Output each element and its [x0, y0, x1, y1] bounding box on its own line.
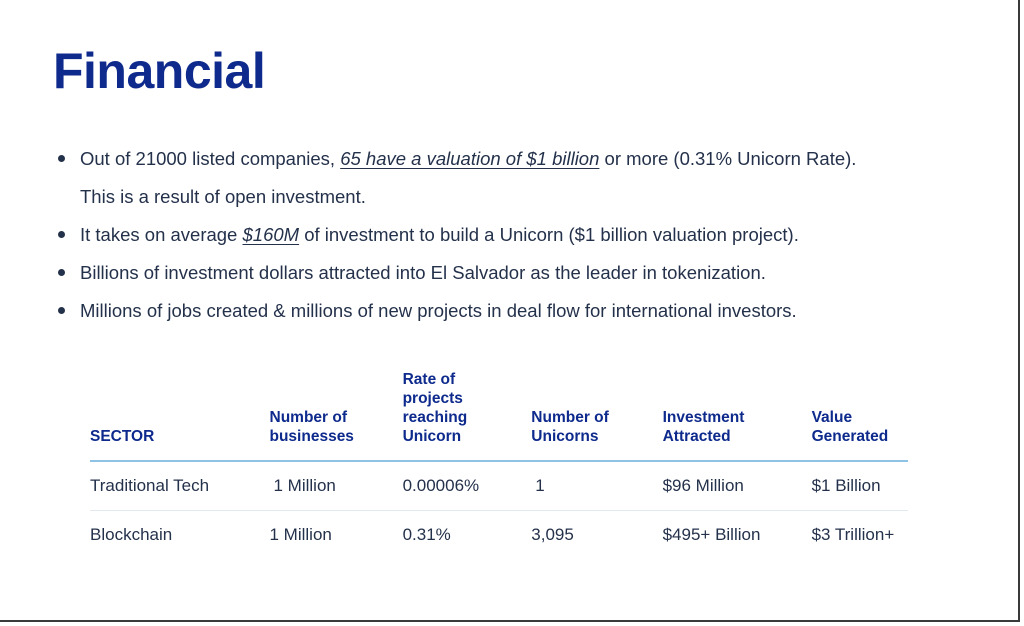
bullet-dot-icon — [58, 231, 65, 238]
bullet-text: or more (0.31% Unicorn Rate). — [599, 148, 857, 169]
cell-value: $1 Billion — [811, 461, 908, 511]
cell-unicorns: 1 — [531, 461, 663, 511]
table-row: Blockchain 1 Million 0.31% 3,095 $495+ B… — [90, 511, 908, 560]
table-row: Traditional Tech 1 Million 0.00006% 1 $9… — [90, 461, 908, 511]
cell-businesses: 1 Million — [269, 525, 332, 544]
cell-rate: 0.00006% — [402, 461, 532, 511]
cell-investment: $96 Million — [662, 461, 812, 511]
bullet-dot-icon — [58, 269, 65, 276]
bullet-list: Out of 21000 listed companies, 65 have a… — [56, 140, 976, 330]
header-unicorns: Number of Unicorns — [531, 370, 663, 462]
header-rate: Rate of projects reaching Unicorn — [402, 370, 532, 462]
bullet-text: Out of 21000 listed companies, — [80, 148, 341, 169]
cell-sector: Blockchain — [90, 525, 173, 544]
cell-unicorns: 3,095 — [531, 525, 574, 544]
page-title: Financial — [53, 43, 266, 99]
bullet-text: It takes on average — [80, 224, 243, 245]
comparison-table: SECTOR Number of businesses Rate of projec… — [90, 370, 908, 559]
bullet-text: of investment to build a Unicorn ($1 bil… — [299, 224, 799, 245]
bullet-dot-icon — [58, 155, 65, 162]
header-sector: SECTOR — [90, 370, 270, 462]
bullet-item: Out of 21000 listed companies, 65 have a… — [56, 140, 976, 216]
header-businesses: Number of businesses — [269, 370, 403, 462]
cell-sector: Traditional Tech — [90, 461, 270, 511]
cell-investment: $495+ Billion — [662, 525, 761, 544]
bullet-highlight: 65 have a valuation of $1 billion — [340, 148, 600, 169]
bullet-item: Millions of jobs created & millions of n… — [56, 292, 976, 330]
bullet-text: Billions of investment dollars attracted… — [80, 262, 766, 283]
bullet-text-continued: This is a result of open investment. — [80, 186, 366, 207]
bullet-item: It takes on average $160M of investment … — [56, 216, 976, 254]
bullet-text: Millions of jobs created & millions of n… — [80, 300, 797, 321]
table-header-row: SECTOR Number of businesses Rate of projec… — [90, 370, 908, 462]
bullet-highlight: $160M — [242, 224, 300, 245]
header-investment: Investment Attracted — [662, 370, 812, 462]
bullet-item: Billions of investment dollars attracted… — [56, 254, 976, 292]
cell-businesses: 1 Million — [269, 461, 403, 511]
cell-value: $3 Trillion+ — [811, 525, 895, 544]
header-value: Value Generated — [811, 370, 908, 462]
bullet-dot-icon — [58, 307, 65, 314]
cell-rate: 0.31% — [402, 525, 451, 544]
